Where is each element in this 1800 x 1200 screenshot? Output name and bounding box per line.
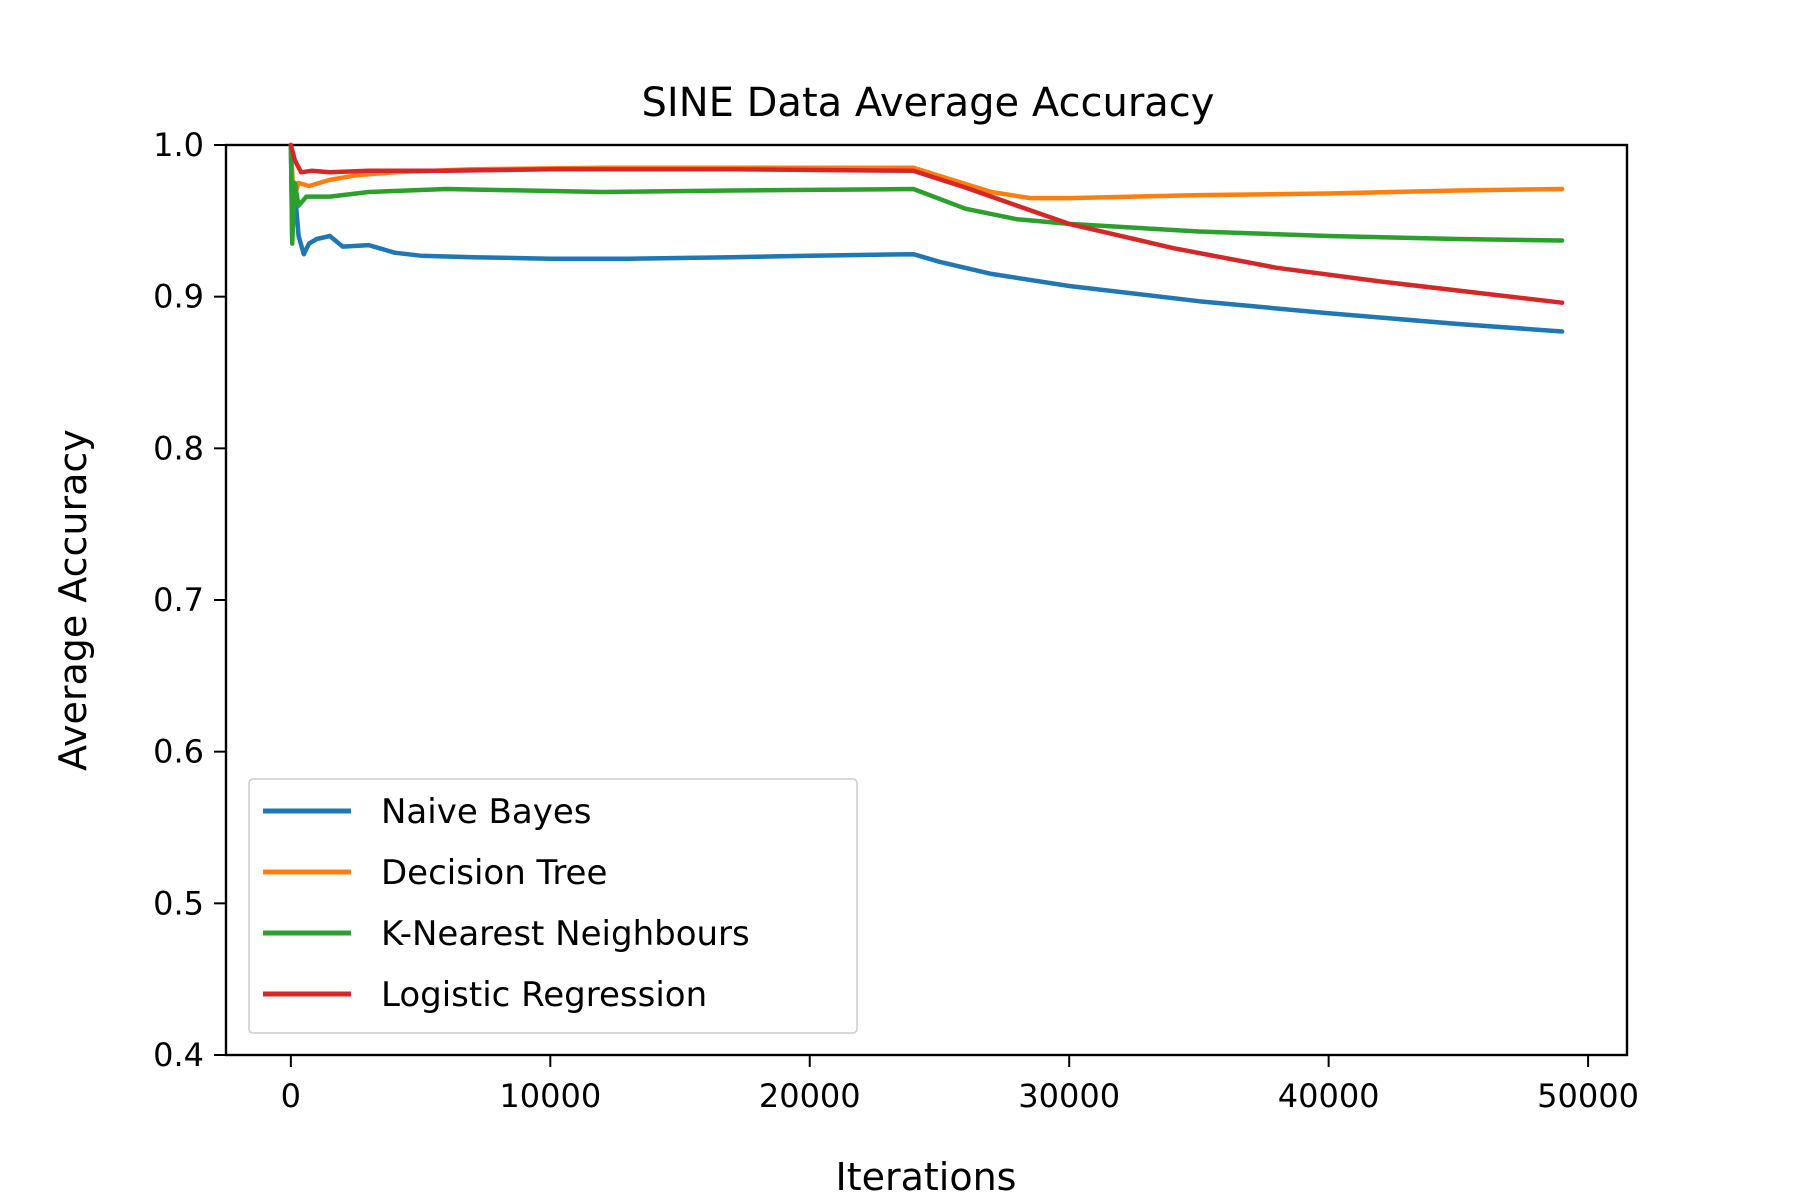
series-line-0 — [288, 142, 1565, 334]
legend-label: Decision Tree — [381, 853, 607, 893]
y-tick-label: 0.9 — [153, 278, 204, 316]
y-tick-label: 0.8 — [153, 429, 204, 467]
y-axis-label: Average Accuracy — [51, 429, 95, 771]
y-tick-label: 0.6 — [153, 733, 204, 771]
x-tick-label: 30000 — [1018, 1077, 1120, 1115]
y-tick-label: 0.4 — [153, 1036, 204, 1074]
legend-label: Naive Bayes — [381, 792, 591, 832]
series-layer — [288, 142, 1565, 334]
y-tick-label: 1.0 — [153, 126, 204, 164]
x-tick-label: 40000 — [1278, 1077, 1380, 1115]
legend: Naive Bayes Decision Tree K-Nearest Neighb… — [248, 778, 858, 1034]
chart-title: SINE Data Average Accuracy — [642, 80, 1215, 126]
y-tick-label: 0.5 — [153, 884, 204, 922]
x-tick-label: 10000 — [499, 1077, 601, 1115]
x-axis-label: Iterations — [836, 1155, 1017, 1199]
x-tick-label: 20000 — [759, 1077, 861, 1115]
y-axis: 0.4 0.5 0.6 0.7 0.8 0.9 1.0 — [153, 126, 226, 1074]
legend-label: K-Nearest Neighbours — [381, 914, 750, 954]
x-tick-label: 0 — [281, 1077, 301, 1115]
x-axis: 0 10000 20000 30000 40000 50000 — [281, 1055, 1639, 1115]
legend-label: Logistic Regression — [381, 975, 707, 1015]
legend-box — [248, 778, 858, 1034]
series-line-2 — [288, 142, 1565, 246]
y-tick-label: 0.7 — [153, 581, 204, 619]
x-tick-label: 50000 — [1537, 1077, 1639, 1115]
series-line-3 — [288, 142, 1565, 305]
